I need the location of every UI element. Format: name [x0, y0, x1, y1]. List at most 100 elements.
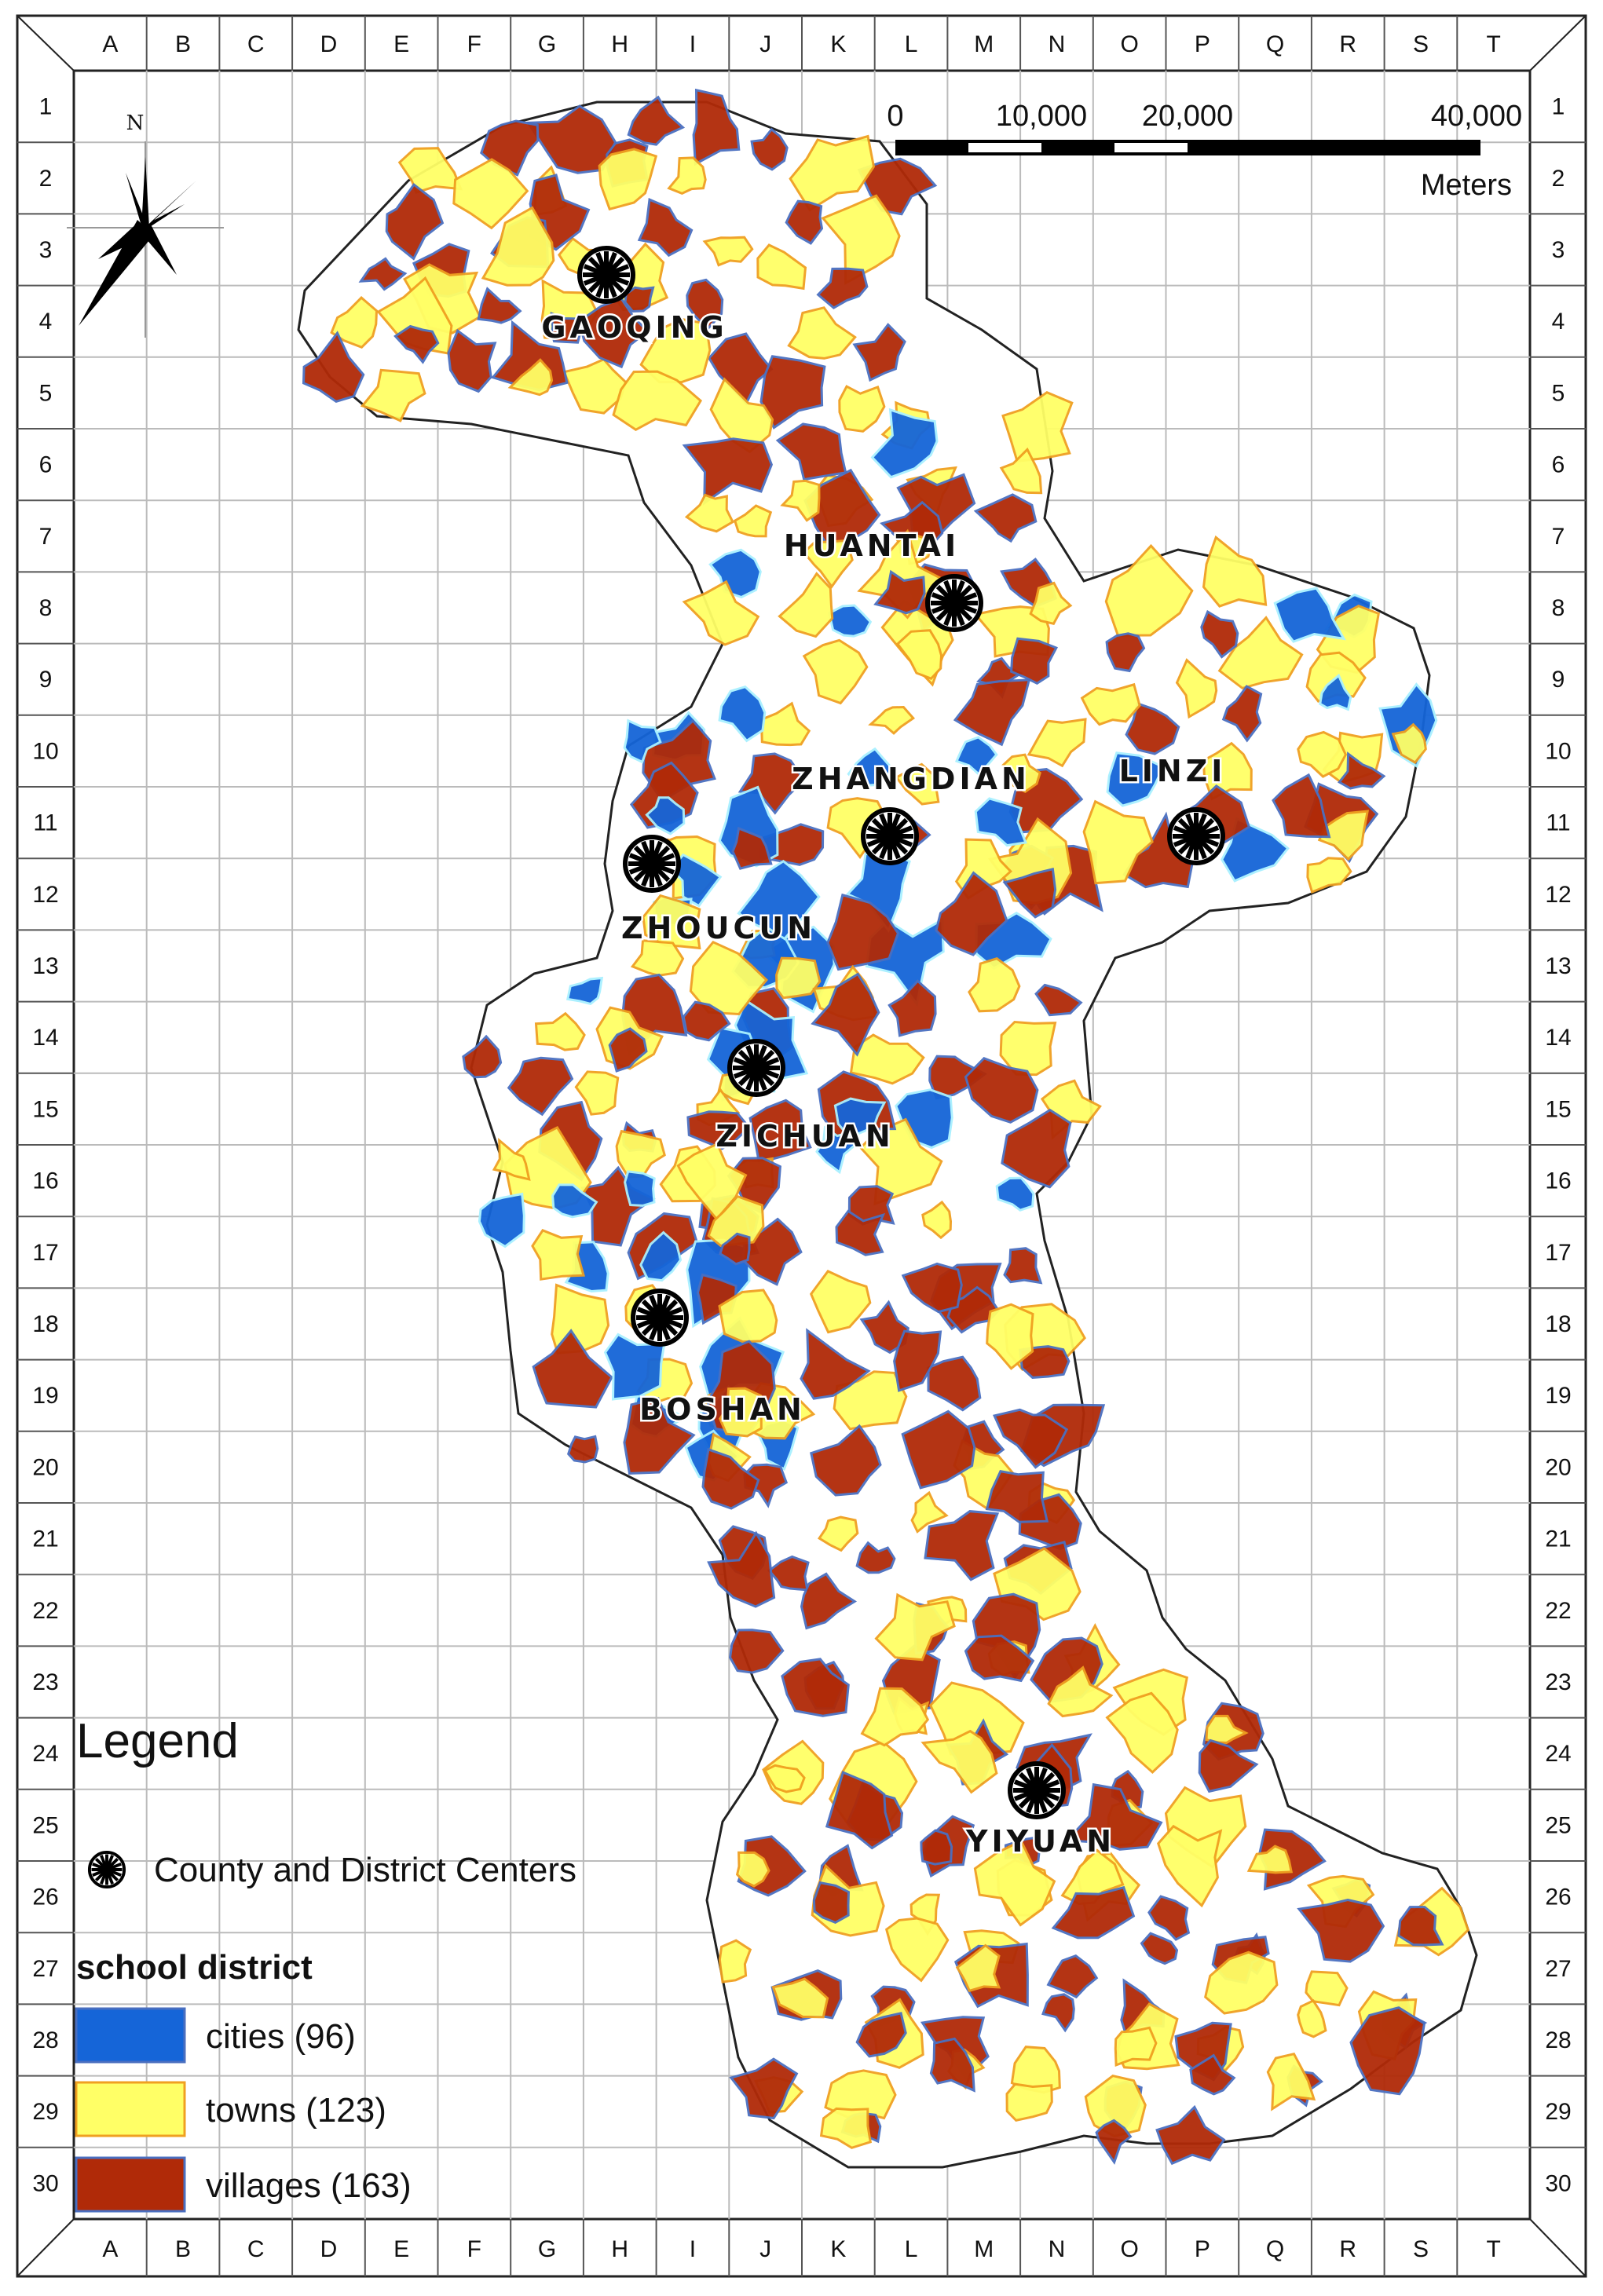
district-label-zhangdian: ZHANGDIAN	[792, 762, 1030, 796]
grid-col-label-top: T	[1486, 31, 1500, 57]
grid-col-label-bottom: N	[1049, 2236, 1066, 2262]
grid-row-label-left: 17	[32, 1240, 58, 1266]
grid-row-label-right: 15	[1545, 1096, 1571, 1122]
grid-row-label-left: 24	[32, 1741, 58, 1767]
grid-col-label-bottom: F	[467, 2236, 481, 2262]
grid-row-label-left: 21	[32, 1526, 58, 1552]
grid-row-label-left: 7	[39, 524, 53, 550]
legend: Legend County and District Centers schoo…	[75, 1714, 576, 2213]
grid-row-label-left: 30	[32, 2170, 58, 2196]
grid-row-label-left: 20	[32, 1454, 58, 1480]
legend-swatch-cities	[75, 2007, 186, 2064]
grid-row-label-left: 13	[32, 953, 58, 979]
legend-title: Legend	[76, 1714, 239, 1768]
grid-row-label-right: 10	[1545, 738, 1571, 764]
grid-row-label-right: 23	[1545, 1669, 1571, 1695]
legend-swatch-towns	[75, 2081, 186, 2137]
scale-tick-10000: 10,000	[996, 100, 1087, 133]
grid-row-label-left: 14	[32, 1025, 58, 1051]
grid-col-label-bottom: B	[175, 2236, 191, 2262]
grid-col-label-top: N	[1049, 31, 1066, 57]
grid-col-label-top: E	[393, 31, 409, 57]
county-center-icon	[863, 810, 917, 863]
grid-row-label-right: 17	[1545, 1240, 1571, 1266]
grid-col-label-top: L	[905, 31, 918, 57]
grid-row-label-right: 21	[1545, 1526, 1571, 1552]
grid-col-label-bottom: E	[393, 2236, 409, 2262]
grid-col-label-bottom: R	[1339, 2236, 1356, 2262]
grid-row-label-left: 27	[32, 1956, 58, 1982]
grid-row-label-left: 26	[32, 1885, 58, 1910]
grid-row-label-right: 19	[1545, 1383, 1571, 1409]
grid-col-label-bottom: T	[1486, 2236, 1500, 2262]
grid-row-label-right: 18	[1545, 1311, 1571, 1337]
grid-row-label-right: 14	[1545, 1025, 1571, 1051]
grid-row-label-left: 12	[32, 882, 58, 908]
grid-col-label-top: P	[1195, 31, 1210, 57]
grid-row-label-right: 12	[1545, 882, 1571, 908]
scale-unit: Meters	[1421, 169, 1512, 202]
grid-row-label-right: 6	[1552, 452, 1565, 478]
grid-row-label-left: 28	[32, 2027, 58, 2053]
district-label-boshan: BOSHAN	[639, 1392, 806, 1427]
grid-row-label-left: 2	[39, 166, 53, 192]
grid-col-label-top: M	[974, 31, 994, 57]
grid-col-label-top: D	[320, 31, 338, 57]
grid-row-label-right: 9	[1552, 667, 1565, 693]
school-district-patches	[302, 88, 1470, 2166]
legend-item-towns: towns (123)	[75, 2081, 386, 2137]
grid-labels: A A B B C C D D E E F F G G H H I I J J K K L L M M N N O O P P Q Q R R S S T T…	[32, 31, 1571, 2262]
district-label-gaoqing: GAOQING	[541, 310, 727, 345]
grid-row-label-right: 22	[1545, 1598, 1571, 1624]
county-center-icon	[625, 837, 679, 890]
grid-row-label-left: 5	[39, 380, 53, 406]
grid-row-label-right: 30	[1545, 2170, 1571, 2196]
grid-row-label-left: 19	[32, 1383, 58, 1409]
grid-col-label-bottom: L	[905, 2236, 918, 2262]
grid-row-label-left: 18	[32, 1311, 58, 1337]
grid-row-label-left: 25	[32, 1812, 58, 1838]
north-label: N	[126, 112, 145, 135]
county-center-icon	[1010, 1764, 1063, 1817]
district-labels: GAOQING HUANTAI ZHANGDIAN LINZI ZHOUCUN …	[540, 309, 1227, 1861]
scale-bar: 0 10,000 20,000 40,000 Meters	[887, 100, 1522, 202]
district-label-yiyuan: YIYUAN	[965, 1824, 1115, 1859]
grid-col-label-top: K	[830, 31, 846, 57]
grid-col-label-top: F	[467, 31, 481, 57]
grid-col-label-bottom: M	[974, 2236, 994, 2262]
legend-section-title: school district	[76, 1948, 313, 1987]
grid-row-label-right: 16	[1545, 1168, 1571, 1194]
grid-row-label-right: 3	[1552, 237, 1565, 263]
grid-row-label-right: 27	[1545, 1956, 1571, 1982]
grid-row-label-left: 8	[39, 595, 53, 621]
legend-item-cities: cities (96)	[75, 2007, 356, 2064]
grid-col-label-bottom: K	[830, 2236, 846, 2262]
grid-col-label-top: R	[1339, 31, 1356, 57]
district-label-zhoucun: ZHOUCUN	[621, 911, 816, 945]
legend-center-label: County and District Centers	[154, 1851, 576, 1889]
grid-col-label-bottom: D	[320, 2236, 338, 2262]
grid-row-label-right: 13	[1545, 953, 1571, 979]
grid-col-label-top: I	[690, 31, 696, 57]
grid-row-label-left: 22	[32, 1598, 58, 1624]
county-center-icon	[633, 1291, 686, 1344]
grid-row-label-left: 11	[33, 810, 57, 836]
scale-tick-0: 0	[887, 100, 903, 133]
grid-col-label-bottom: G	[538, 2236, 556, 2262]
grid-row-label-right: 29	[1545, 2099, 1571, 2125]
grid-col-label-bottom: J	[759, 2236, 771, 2262]
county-center-icon	[87, 1850, 126, 1889]
grid-row-label-left: 29	[32, 2099, 58, 2125]
grid-col-label-top: O	[1120, 31, 1138, 57]
grid-row-label-right: 4	[1552, 309, 1565, 335]
grid-col-label-top: G	[538, 31, 556, 57]
grid-col-label-top: J	[759, 31, 771, 57]
grid-row-label-left: 10	[32, 738, 58, 764]
scale-tick-20000: 20,000	[1142, 100, 1233, 133]
district-label-huantai: HUANTAI	[784, 528, 960, 563]
north-arrow-icon	[67, 141, 224, 338]
grid-col-label-top: A	[102, 31, 118, 57]
district-label-linzi: LINZI	[1119, 754, 1227, 788]
legend-label-cities: cities (96)	[206, 2017, 356, 2056]
